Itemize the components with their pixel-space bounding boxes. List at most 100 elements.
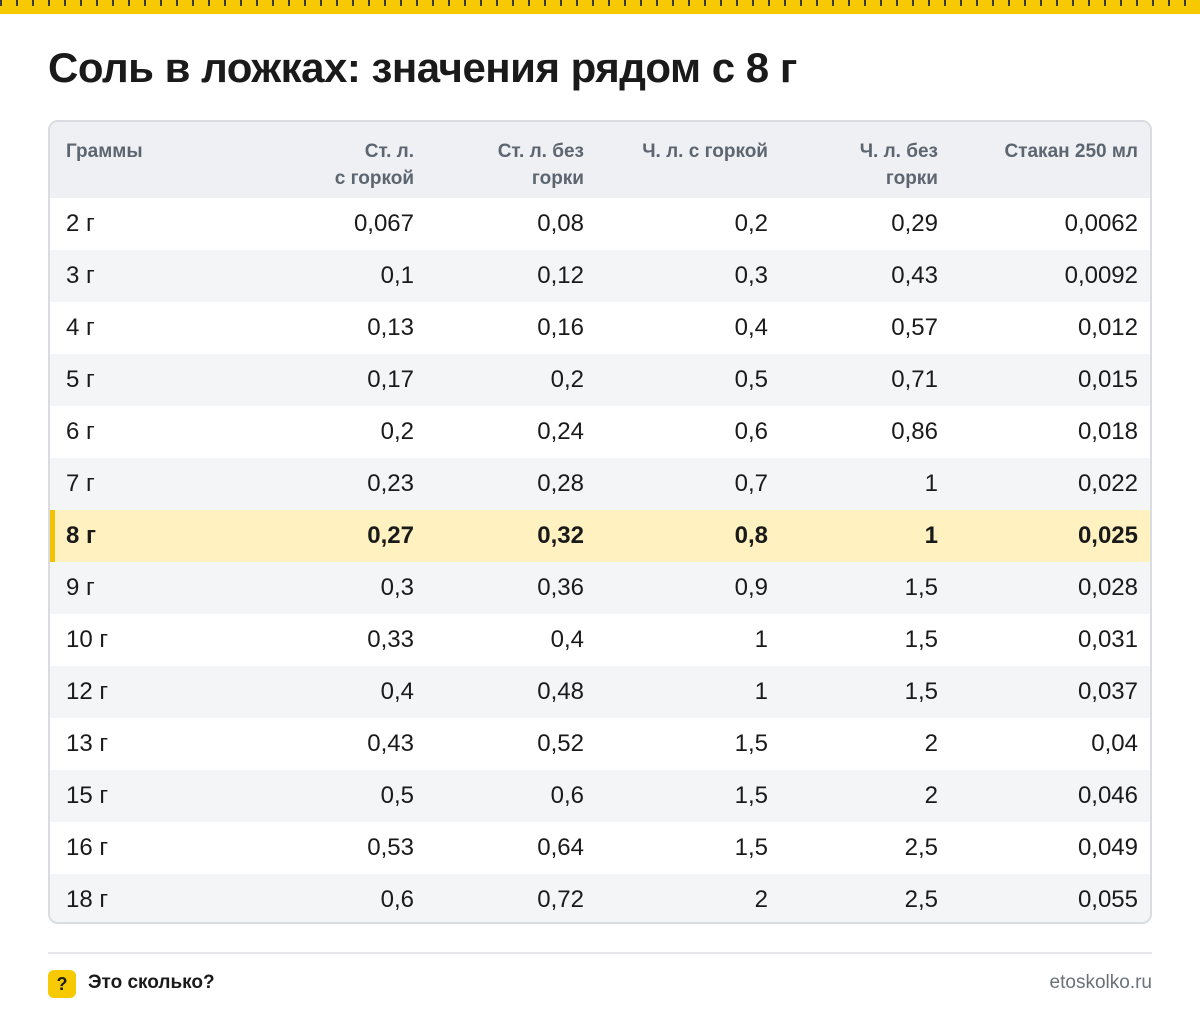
table-row: 13 г 0,43 0,52 1,5 2 0,04 <box>50 718 1150 770</box>
table-cell: 0,28 <box>537 470 584 497</box>
table-cell: 0,5 <box>380 782 414 809</box>
table-cell: 0,4 <box>550 626 584 653</box>
table-cell: 3 г <box>66 262 95 289</box>
table-row: 9 г 0,3 0,36 0,9 1,5 0,028 <box>50 562 1150 614</box>
table-row: 6 г 0,2 0,24 0,6 0,86 0,018 <box>50 406 1150 458</box>
table-cell: 0,16 <box>537 314 584 341</box>
table-cell: 0,17 <box>367 366 414 393</box>
table-cell: 0,055 <box>1077 886 1138 913</box>
table-cell: 0,86 <box>891 418 938 445</box>
table-cell: 16 г <box>66 834 109 861</box>
table-cell: 0,24 <box>537 418 584 445</box>
table-cell: 0,72 <box>537 886 584 913</box>
table-cell: 0,64 <box>537 834 584 861</box>
table-cell: 0,71 <box>891 366 938 393</box>
table-cell: 0,025 <box>1077 522 1138 549</box>
table-cell: 0,049 <box>1077 834 1138 861</box>
table-cell: 0,028 <box>1077 574 1138 601</box>
table-cell: 0,23 <box>367 470 414 497</box>
ruler-top-bar <box>0 0 1200 14</box>
table-row: 10 г 0,33 0,4 1 1,5 0,031 <box>50 614 1150 666</box>
header-label-line: горки <box>885 168 938 189</box>
table-cell: 0,022 <box>1077 470 1138 497</box>
footer-divider <box>48 952 1152 954</box>
table-cell: 15 г <box>66 782 109 809</box>
table-cell: 0,13 <box>367 314 414 341</box>
table-row: 4 г 0,13 0,16 0,4 0,57 0,012 <box>50 302 1150 354</box>
table-cell: 0,1 <box>380 262 414 289</box>
table-cell: 0,43 <box>367 730 414 757</box>
table-cell: 0,3 <box>380 574 414 601</box>
table-cell: 18 г <box>66 886 109 913</box>
table-body: 2 г 0,067 0,08 0,2 0,29 0,0062 3 г 0,1 0,12 0,3 0,… <box>50 198 1150 922</box>
table-cell: 2 г <box>66 210 95 237</box>
table-cell: 0,031 <box>1077 626 1138 653</box>
table-cell: 0,6 <box>550 782 584 809</box>
table-cell: 0,6 <box>380 886 414 913</box>
table-cell: 9 г <box>66 574 95 601</box>
table-cell: 0,36 <box>537 574 584 601</box>
header-tsp-heaped: Ч. л. с горкой <box>584 122 768 198</box>
table-cell: 1,5 <box>734 782 768 809</box>
header-label-line: Граммы <box>66 141 143 162</box>
table-cell: 0,29 <box>891 210 938 237</box>
table-cell: 0,2 <box>380 418 414 445</box>
table-row: 7 г 0,23 0,28 0,7 1 0,022 <box>50 458 1150 510</box>
table-cell: 0,12 <box>537 262 584 289</box>
table-row: 16 г 0,53 0,64 1,5 2,5 0,049 <box>50 822 1150 874</box>
conversion-table-card: Граммы Ст. л. с горкой Ст. л. без горки Ч. л.… <box>48 120 1152 924</box>
table-cell: 0,4 <box>380 678 414 705</box>
question-icon: ? <box>48 970 76 998</box>
table-cell: 1 <box>924 470 938 497</box>
table-row-highlighted: 8 г 0,27 0,32 0,8 1 0,025 <box>50 510 1150 562</box>
header-label-line: с горкой <box>334 168 414 189</box>
table-cell: 0,7 <box>734 470 768 497</box>
table-cell: 0,2 <box>550 366 584 393</box>
table-row: 3 г 0,1 0,12 0,3 0,43 0,0092 <box>50 250 1150 302</box>
table-cell: 0,4 <box>734 314 768 341</box>
header-tbsp-level: Ст. л. без горки <box>414 122 584 198</box>
table-cell: 7 г <box>66 470 95 497</box>
header-label-line: горки <box>531 168 584 189</box>
header-tbsp-heaped: Ст. л. с горкой <box>190 122 414 198</box>
table-cell: 0,3 <box>734 262 768 289</box>
header-grams: Граммы <box>50 122 190 198</box>
table-cell: 0,2 <box>734 210 768 237</box>
table-cell: 0,9 <box>734 574 768 601</box>
table-row: 12 г 0,4 0,48 1 1,5 0,037 <box>50 666 1150 718</box>
table-cell: 12 г <box>66 678 109 705</box>
table-cell: 0,5 <box>734 366 768 393</box>
header-label-line: Стакан 250 мл <box>1004 141 1138 162</box>
table-cell: 8 г <box>50 510 190 562</box>
table-header-row: Граммы Ст. л. с горкой Ст. л. без горки Ч. л.… <box>50 122 1150 198</box>
table-cell: 1 <box>924 522 938 549</box>
table-row: 18 г 0,6 0,72 2 2,5 0,055 <box>50 874 1150 922</box>
footer-brand: Это сколько? <box>88 972 215 993</box>
table-cell: 0,27 <box>367 522 414 549</box>
table-cell: 2 <box>754 886 768 913</box>
table-cell: 0,015 <box>1077 366 1138 393</box>
table-row: 5 г 0,17 0,2 0,5 0,71 0,015 <box>50 354 1150 406</box>
table-cell: 1,5 <box>904 574 938 601</box>
table-cell: 1,5 <box>734 834 768 861</box>
footer-site-link[interactable]: etoskolko.ru <box>1049 972 1152 993</box>
table-cell: 0,067 <box>353 210 414 237</box>
table-cell: 0,48 <box>537 678 584 705</box>
conversion-table: Граммы Ст. л. с горкой Ст. л. без горки Ч. л.… <box>50 122 1150 922</box>
table-cell: 0,32 <box>537 522 584 549</box>
header-glass-250ml: Стакан 250 мл <box>938 122 1150 198</box>
table-cell: 0,8 <box>734 522 768 549</box>
table-cell: 2,5 <box>904 886 938 913</box>
header-tsp-level: Ч. л. без горки <box>768 122 938 198</box>
table-cell: 1,5 <box>734 730 768 757</box>
table-cell: 0,046 <box>1077 782 1138 809</box>
header-label-line: Ст. л. <box>364 141 414 162</box>
page-title: Соль в ложках: значения рядом с 8 г <box>48 44 797 91</box>
table-cell: 0,0062 <box>1064 210 1138 237</box>
table-cell: 10 г <box>66 626 109 653</box>
table-cell: 5 г <box>66 366 95 393</box>
table-cell: 1,5 <box>904 626 938 653</box>
table-cell: 0,57 <box>891 314 938 341</box>
header-label-line: Ч. л. без <box>859 141 938 162</box>
table-cell: 1,5 <box>904 678 938 705</box>
